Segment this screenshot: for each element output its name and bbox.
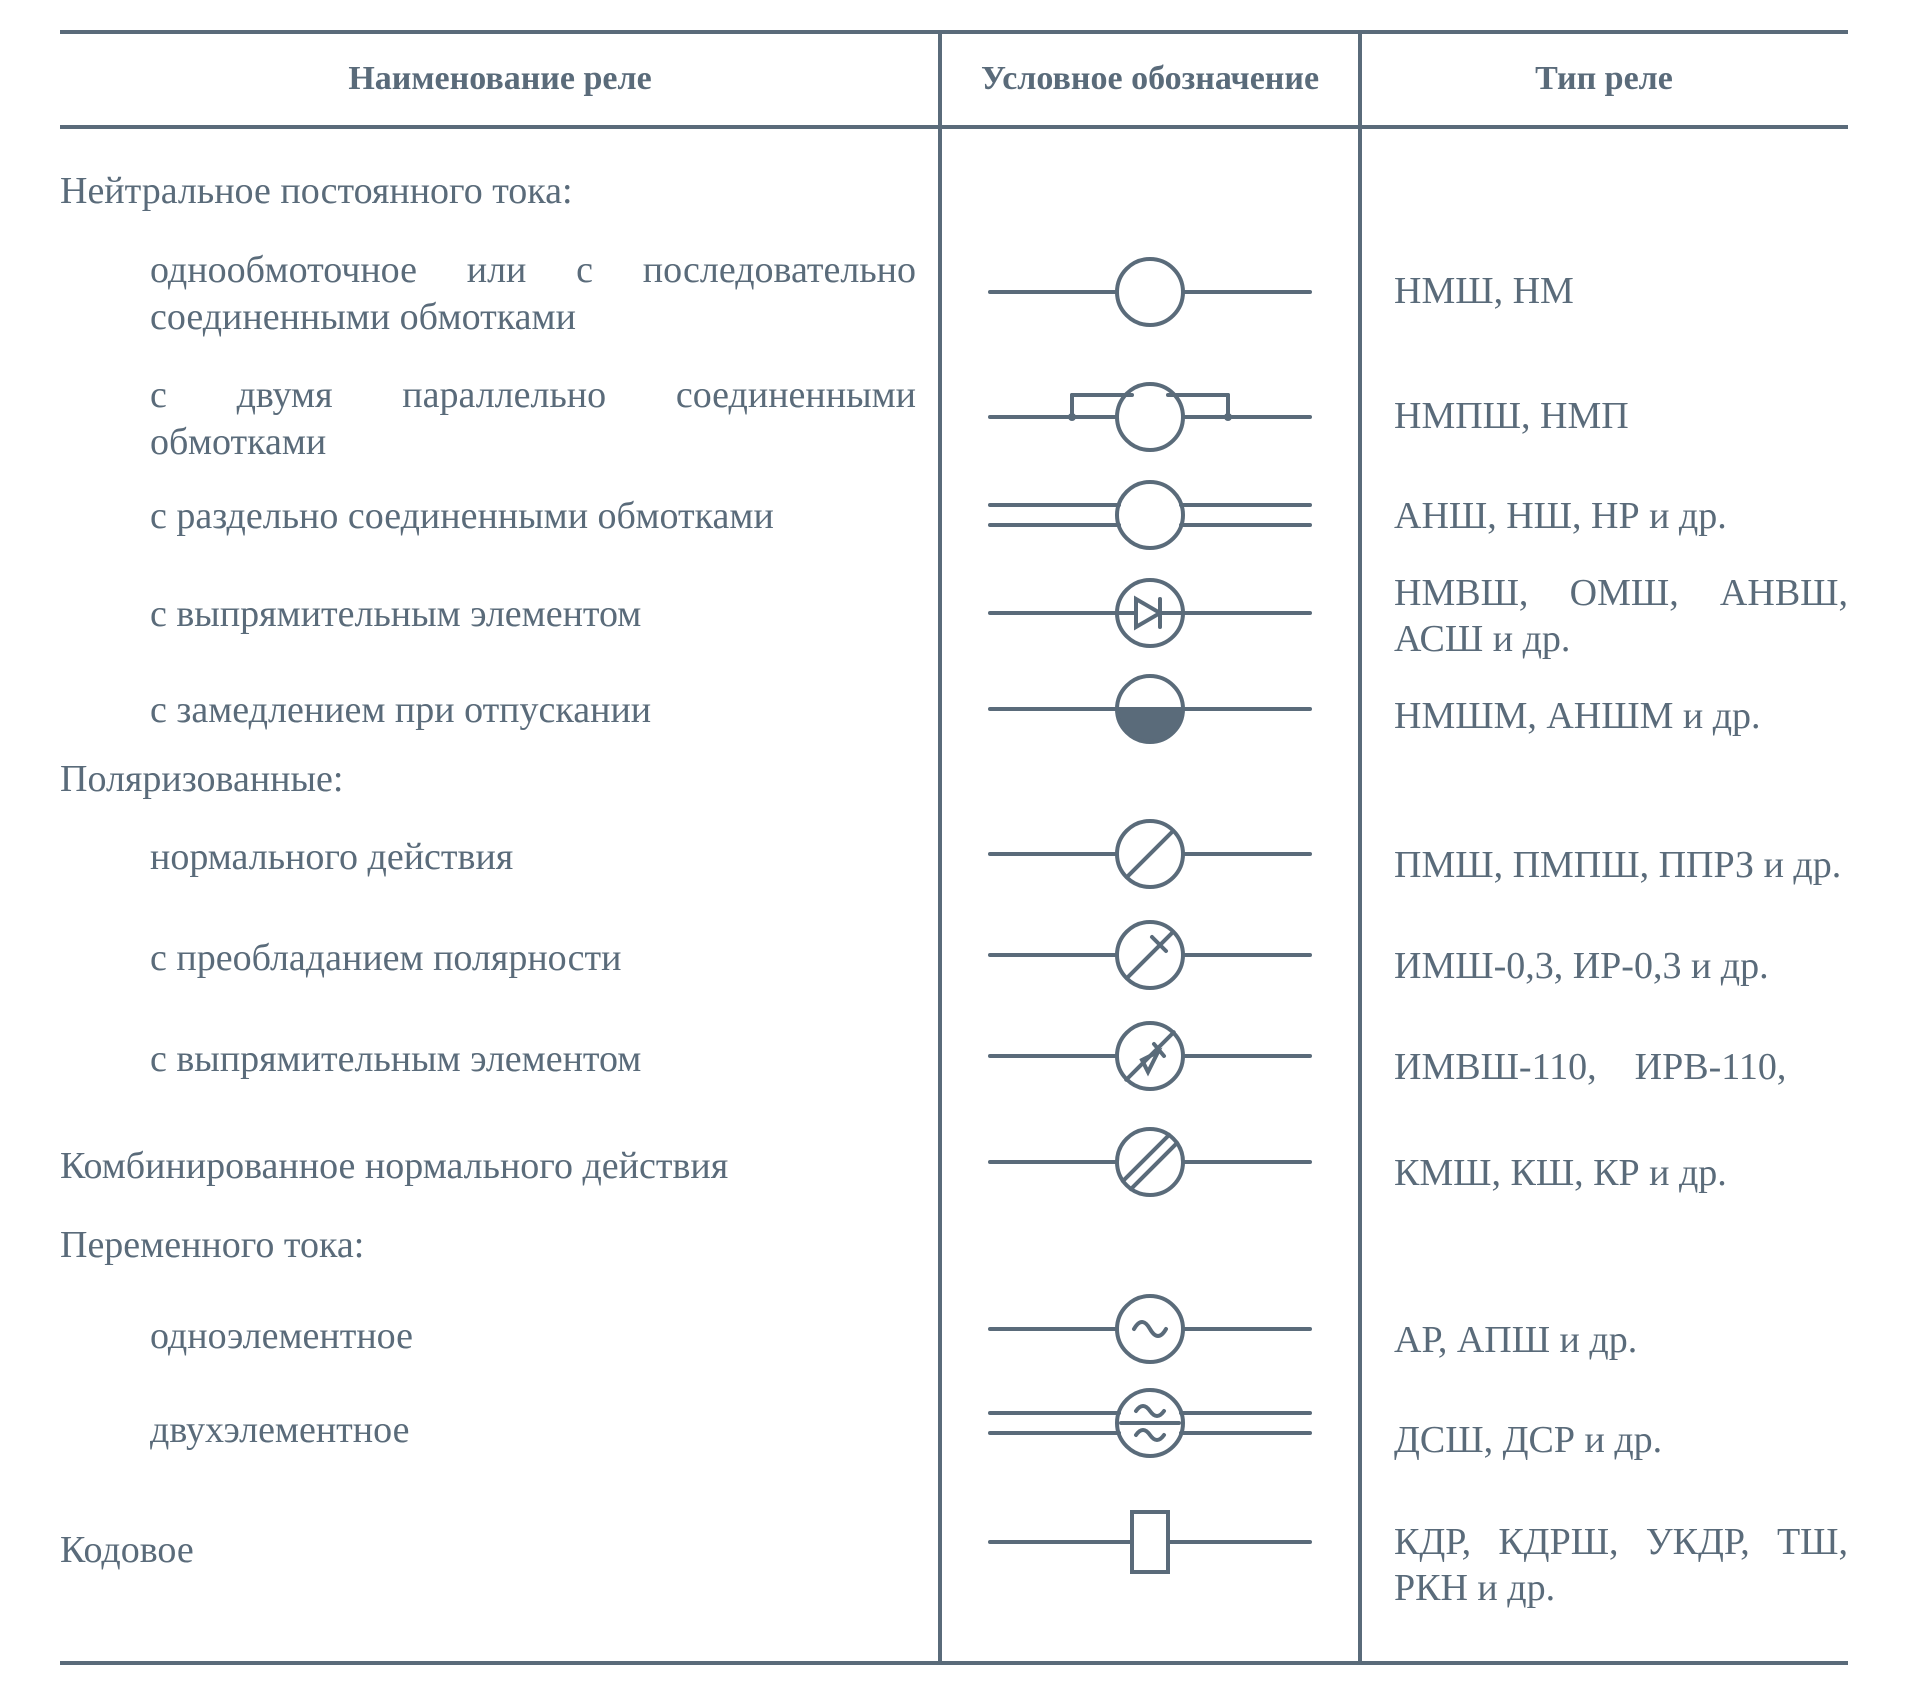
relay-symbol-icon xyxy=(960,372,1340,462)
spacer xyxy=(960,169,1340,217)
page: Наименование реле Условное обозначение Т… xyxy=(0,0,1908,1700)
relay-symbol-icon xyxy=(960,1117,1340,1207)
type-cell: ИМШ-0,3, ИР-0,3 и др. xyxy=(1394,917,1848,1017)
type-cell: НМШМ, АНШМ и др. xyxy=(1394,667,1848,767)
item-name: двухэлементное xyxy=(60,1387,916,1475)
symbol-cell xyxy=(960,563,1340,663)
symbol-cell xyxy=(960,803,1340,905)
symbol-cell xyxy=(960,1467,1340,1617)
type-cell: КМШ, КШ, КР и др. xyxy=(1394,1119,1848,1229)
column-type: НМШ, НМНМПШ, НМПАНШ, НШ, НР и др.НМВШ, О… xyxy=(1360,169,1848,1641)
symbol-cell xyxy=(960,905,1340,1005)
relay-symbol-icon xyxy=(960,1378,1340,1468)
type-cell: НМВШ, ОМШ, АНВШ, АСШ и др. xyxy=(1394,567,1848,667)
spacer xyxy=(1394,1229,1848,1291)
symbol-cell xyxy=(960,367,1340,467)
symbol-cell xyxy=(960,663,1340,755)
type-cell: ИМВШ-110, ИРВ-110, xyxy=(1394,1017,1848,1119)
type-cell: ПМШ, ПМПШ, ППРЗ и др. xyxy=(1394,815,1848,917)
group-title: Переменного тока: xyxy=(60,1223,916,1285)
header-type: Тип реле xyxy=(1360,58,1848,101)
symbol-cell xyxy=(960,1005,1340,1107)
type-cell: АНШ, НШ, НР и др. xyxy=(1394,467,1848,567)
relay-symbol-icon xyxy=(960,664,1340,754)
spacer xyxy=(1394,169,1848,217)
type-cell: НМШ, НМ xyxy=(1394,217,1848,367)
relay-symbol-icon xyxy=(960,1284,1340,1374)
symbol-cell xyxy=(960,217,1340,367)
body-vline-2 xyxy=(1358,129,1362,1661)
type-cell: ДСШ, ДСР и др. xyxy=(1394,1391,1848,1491)
item-name: с раздельно соединенными обмотками xyxy=(60,469,916,565)
item-name: с выпрямительным элементом xyxy=(60,1009,916,1111)
header-vline-2 xyxy=(1358,34,1362,125)
item-name: однообмоточное или с последовательно сое… xyxy=(60,219,916,369)
relay-symbol-icon xyxy=(960,910,1340,1000)
header-row: Наименование реле Условное обозначение Т… xyxy=(60,34,1848,125)
relay-symbol-icon xyxy=(960,470,1340,560)
spacer xyxy=(1394,767,1848,815)
table-body: Нейтральное постоянного тока:однообмоточ… xyxy=(60,129,1848,1661)
type-cell: КДР, КДРШ, УКДР, ТШ, РКН и др. xyxy=(1394,1491,1848,1641)
spacer xyxy=(960,1217,1340,1279)
relay-symbol-icon xyxy=(960,1497,1340,1587)
bottom-rule xyxy=(60,1661,1848,1665)
group-title: Нейтральное постоянного тока: xyxy=(60,169,916,217)
symbol-cell xyxy=(960,1279,1340,1379)
symbol-cell xyxy=(960,467,1340,563)
item-name: с двумя параллельно соединенными обмотка… xyxy=(60,369,916,469)
relay-symbol-icon xyxy=(960,568,1340,658)
header-vline-1 xyxy=(938,34,942,125)
group-title: Комбинированное нормального действия xyxy=(60,1111,916,1221)
group-title: Кодовое xyxy=(60,1475,916,1625)
symbol-cell xyxy=(960,1107,1340,1217)
symbol-cell xyxy=(960,1379,1340,1467)
type-cell: АР, АПШ и др. xyxy=(1394,1291,1848,1391)
body-vline-1 xyxy=(938,129,942,1661)
header-symbol: Условное обозначение xyxy=(940,58,1360,101)
item-name: с выпрямительным элементом xyxy=(60,565,916,665)
column-symbol xyxy=(940,169,1360,1641)
relay-symbol-icon xyxy=(960,247,1340,337)
item-name: с преобладанием полярности xyxy=(60,909,916,1009)
item-name: одноэлементное xyxy=(60,1287,916,1387)
relay-symbol-icon xyxy=(960,809,1340,899)
relay-symbol-icon xyxy=(960,1011,1340,1101)
item-name: нормального действия xyxy=(60,807,916,909)
header-wrap: Наименование реле Условное обозначение Т… xyxy=(60,34,1848,125)
column-name: Нейтральное постоянного тока:однообмоточ… xyxy=(60,169,940,1641)
group-title: Поляризованные: xyxy=(60,757,916,805)
type-cell: НМПШ, НМП xyxy=(1394,367,1848,467)
spacer xyxy=(960,755,1340,803)
item-name: с замедлением при отпускании xyxy=(60,665,916,757)
header-name: Наименование реле xyxy=(60,58,940,101)
